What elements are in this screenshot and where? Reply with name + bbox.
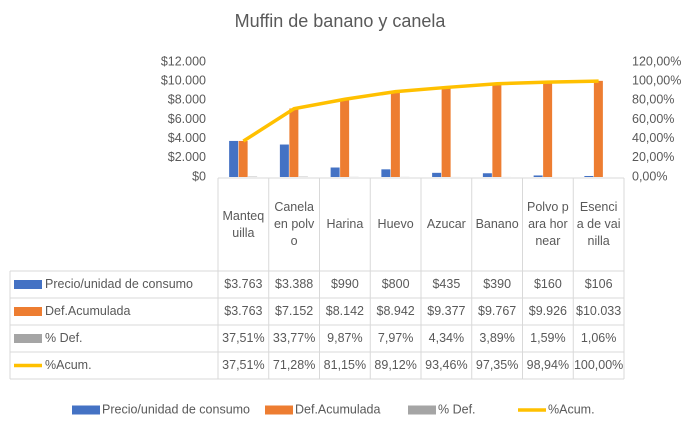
x-tick-label: Huevo <box>377 217 414 231</box>
category-cell: Harina <box>326 217 364 231</box>
bar <box>229 140 239 177</box>
category-cell: Mantequilla <box>222 208 265 240</box>
data-label: 9,87% <box>327 331 362 345</box>
table-key <box>14 280 42 289</box>
data-label: $106 <box>585 277 613 291</box>
row-label: % Def. <box>45 331 83 345</box>
row-label: Def.Acumulada <box>45 304 131 318</box>
y-tick-label: $4.000 <box>168 131 206 145</box>
data-label: $990 <box>331 277 359 291</box>
x-tick-label: Harina <box>326 217 364 231</box>
legend-label: % Def. <box>438 402 476 416</box>
bar <box>584 175 594 177</box>
legend-label: Precio/unidad de consumo <box>102 402 250 416</box>
legend-key <box>72 405 100 415</box>
row-label: %Acum. <box>45 358 92 372</box>
category-cell: Canela en polvo <box>273 200 315 248</box>
bar <box>441 87 451 177</box>
data-label: 98,94% <box>527 358 569 372</box>
x-tick-label: Azucar <box>426 217 466 231</box>
data-label: $10.033 <box>576 304 621 318</box>
data-label: 93,46% <box>425 358 467 372</box>
bar <box>289 108 299 177</box>
y-tick-label: $12.000 <box>161 54 206 68</box>
data-label: $390 <box>483 277 511 291</box>
category-cell: Polvo para hornear <box>527 200 569 248</box>
y2-tick-label: 0,00% <box>632 169 667 183</box>
data-label: $800 <box>382 277 410 291</box>
data-label: 37,51% <box>222 331 264 345</box>
data-label: 33,77% <box>273 331 315 345</box>
data-label: $9.926 <box>529 304 567 318</box>
category-cell: Banano <box>475 217 519 231</box>
data-label: 37,51% <box>222 358 264 372</box>
y-tick-label: $2.000 <box>168 150 206 164</box>
bar <box>381 169 391 177</box>
bar <box>340 98 350 177</box>
bar <box>492 83 502 177</box>
data-label: $8.942 <box>377 304 415 318</box>
row-label: Precio/unidad de consumo <box>45 277 193 291</box>
bar <box>593 80 603 177</box>
data-label: 89,12% <box>374 358 416 372</box>
data-label: $3.763 <box>224 277 262 291</box>
category-cell: Esencia de vainilla <box>576 200 621 248</box>
data-label: 7,97% <box>378 331 413 345</box>
x-tick-label: Esencia de vainilla <box>576 200 621 248</box>
x-tick-label: Canela en polvo <box>273 200 315 248</box>
y2-tick-label: 80,00% <box>632 93 674 107</box>
legend-key <box>408 405 436 415</box>
data-label: 81,15% <box>324 358 366 372</box>
data-label: $8.142 <box>326 304 364 318</box>
x-tick-label: Polvo para hornear <box>527 200 569 248</box>
data-label: 100,00% <box>574 358 623 372</box>
category-cell: Azucar <box>426 217 466 231</box>
chart-title: Muffin de banano y canela <box>235 11 447 31</box>
bar <box>533 175 543 177</box>
data-label: 1,06% <box>581 331 616 345</box>
y2-tick-label: 40,00% <box>632 131 674 145</box>
bar <box>238 140 248 177</box>
data-label: 1,59% <box>530 331 565 345</box>
data-label: $7.152 <box>275 304 313 318</box>
bar <box>330 167 340 177</box>
legend-label: Def.Acumulada <box>295 402 381 416</box>
y-tick-label: $8.000 <box>168 93 206 107</box>
bar <box>543 81 553 177</box>
legend-key <box>265 405 293 415</box>
data-label: $9.767 <box>478 304 516 318</box>
data-label: $3.763 <box>224 304 262 318</box>
x-tick-label: Mantequilla <box>222 208 265 240</box>
bar <box>279 144 289 177</box>
y-tick-label: $10.000 <box>161 73 206 87</box>
data-label: $160 <box>534 277 562 291</box>
y-tick-label: $6.000 <box>168 112 206 126</box>
data-label: 4,34% <box>429 331 464 345</box>
table-key <box>14 334 42 343</box>
x-tick-label: Banano <box>475 217 519 231</box>
data-label: $435 <box>432 277 460 291</box>
bar <box>482 173 492 177</box>
line <box>242 79 599 143</box>
bar <box>390 91 400 177</box>
data-label: 3,89% <box>479 331 514 345</box>
y-tick-label: $0 <box>192 169 206 183</box>
legend-label: %Acum. <box>548 402 595 416</box>
y2-tick-label: 100,00% <box>632 73 681 87</box>
data-label: $9.377 <box>427 304 465 318</box>
category-cell: Huevo <box>377 217 414 231</box>
y2-tick-label: 20,00% <box>632 150 674 164</box>
y2-tick-label: 120,00% <box>632 54 681 68</box>
data-label: 97,35% <box>476 358 518 372</box>
table-key <box>14 307 42 316</box>
data-label: $3.388 <box>275 277 313 291</box>
data-label: 71,28% <box>273 358 315 372</box>
y2-tick-label: 60,00% <box>632 112 674 126</box>
bar <box>432 172 442 177</box>
